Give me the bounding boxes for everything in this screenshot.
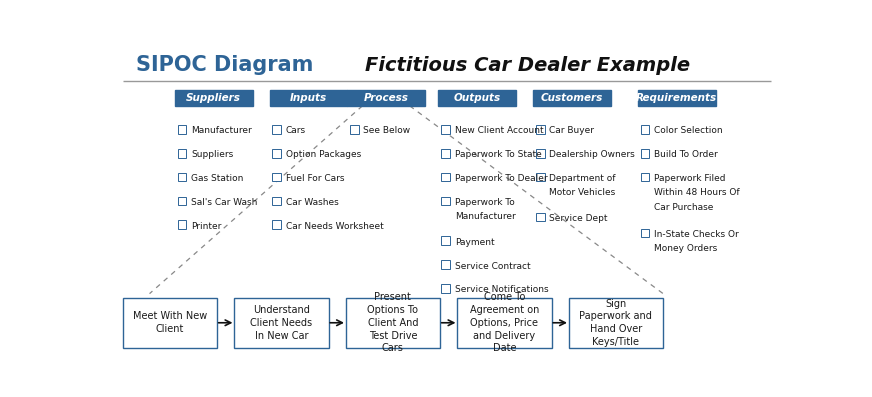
Text: Meet With New
Client: Meet With New Client <box>133 311 207 334</box>
FancyBboxPatch shape <box>457 298 552 348</box>
Text: Paperwork To: Paperwork To <box>454 198 514 207</box>
Text: Gas Station: Gas Station <box>191 174 243 183</box>
FancyBboxPatch shape <box>533 90 610 106</box>
Bar <box>441 173 450 181</box>
Text: Paperwork Filed: Paperwork Filed <box>654 174 726 183</box>
Text: Sign
Paperwork and
Hand Over
Keys/Title: Sign Paperwork and Hand Over Keys/Title <box>579 299 652 347</box>
Bar <box>641 149 650 158</box>
Text: Process: Process <box>364 93 408 103</box>
Text: Dealership Owners: Dealership Owners <box>549 150 635 159</box>
Text: Manufacturer: Manufacturer <box>454 212 515 221</box>
Bar <box>641 173 650 181</box>
Bar <box>441 284 450 293</box>
Text: Suppliers: Suppliers <box>187 93 242 103</box>
Bar <box>178 125 187 134</box>
FancyBboxPatch shape <box>269 90 347 106</box>
Text: See Below: See Below <box>364 126 411 135</box>
Bar <box>441 260 450 269</box>
Text: Within 48 Hours Of: Within 48 Hours Of <box>654 189 739 197</box>
Bar <box>272 149 281 158</box>
Bar <box>178 220 187 229</box>
Bar <box>350 125 358 134</box>
FancyBboxPatch shape <box>175 90 253 106</box>
Text: Car Purchase: Car Purchase <box>654 203 713 212</box>
Bar <box>641 125 650 134</box>
Text: Option Packages: Option Packages <box>286 150 361 159</box>
Bar <box>441 149 450 158</box>
Text: Inputs: Inputs <box>290 93 327 103</box>
FancyBboxPatch shape <box>234 298 329 348</box>
FancyBboxPatch shape <box>439 90 516 106</box>
Text: Come To
Agreement on
Options, Price
and Delivery
Date: Come To Agreement on Options, Price and … <box>470 292 539 353</box>
Bar <box>272 125 281 134</box>
Bar <box>178 173 187 181</box>
Text: Manufacturer: Manufacturer <box>191 126 252 135</box>
Text: Understand
Client Needs
In New Car: Understand Client Needs In New Car <box>250 305 312 341</box>
Text: Customers: Customers <box>541 93 603 103</box>
Text: SIPOC Diagram: SIPOC Diagram <box>136 55 313 75</box>
Bar <box>178 149 187 158</box>
Bar <box>441 237 450 245</box>
Bar <box>272 220 281 229</box>
Text: Department of: Department of <box>549 174 616 183</box>
Bar <box>441 197 450 205</box>
FancyBboxPatch shape <box>122 298 217 348</box>
Bar <box>441 125 450 134</box>
Text: Money Orders: Money Orders <box>654 244 718 253</box>
Text: Printer: Printer <box>191 222 221 231</box>
Bar <box>535 212 544 221</box>
Text: Cars: Cars <box>286 126 306 135</box>
Text: Car Needs Worksheet: Car Needs Worksheet <box>286 222 384 231</box>
Bar <box>272 173 281 181</box>
Bar <box>535 125 544 134</box>
Bar <box>178 197 187 205</box>
Text: Outputs: Outputs <box>453 93 501 103</box>
FancyBboxPatch shape <box>345 298 440 348</box>
Text: Present
Options To
Client And
Test Drive
Cars: Present Options To Client And Test Drive… <box>367 292 419 353</box>
Text: Sal's Car Wash: Sal's Car Wash <box>191 198 257 207</box>
Text: Color Selection: Color Selection <box>654 126 723 135</box>
Text: New Client Account: New Client Account <box>454 126 543 135</box>
FancyBboxPatch shape <box>347 90 425 106</box>
Text: Service Notifications: Service Notifications <box>454 285 548 295</box>
FancyBboxPatch shape <box>569 298 663 348</box>
Text: Suppliers: Suppliers <box>191 150 234 159</box>
Bar <box>535 149 544 158</box>
Text: Car Buyer: Car Buyer <box>549 126 595 135</box>
Text: Service Dept: Service Dept <box>549 214 608 223</box>
Text: Payment: Payment <box>454 238 494 247</box>
Text: Fictitious Car Dealer Example: Fictitious Car Dealer Example <box>365 56 691 75</box>
FancyBboxPatch shape <box>637 90 716 106</box>
Text: In-State Checks Or: In-State Checks Or <box>654 230 739 239</box>
Text: Motor Vehicles: Motor Vehicles <box>549 189 616 197</box>
Text: Paperwork To Dealer: Paperwork To Dealer <box>454 174 548 183</box>
Text: Service Contract: Service Contract <box>454 262 530 271</box>
Text: Fuel For Cars: Fuel For Cars <box>286 174 344 183</box>
Bar <box>641 229 650 237</box>
Bar <box>535 173 544 181</box>
Text: Paperwork To State: Paperwork To State <box>454 150 542 159</box>
Bar <box>272 197 281 205</box>
Text: Build To Order: Build To Order <box>654 150 718 159</box>
Text: Requirements: Requirements <box>636 93 718 103</box>
Text: Car Washes: Car Washes <box>286 198 338 207</box>
